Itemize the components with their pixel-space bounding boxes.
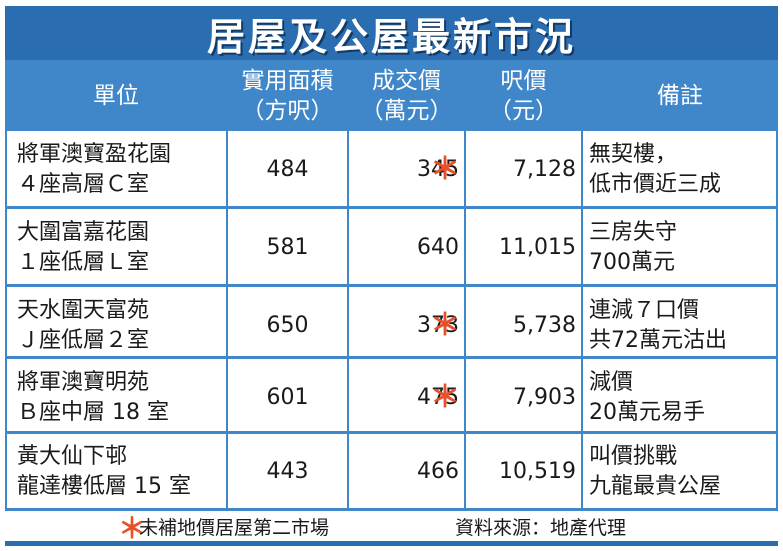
- source-credit: 資料來源：地產代理: [455, 517, 627, 539]
- note-cell: 減價 20萬元易手: [589, 369, 705, 425]
- column-divider: [226, 131, 228, 510]
- psf-cell: 7,903: [513, 384, 576, 410]
- price-cell: 466: [417, 458, 459, 484]
- unit-cell: 將軍澳寶盈花園 ４座高層Ｃ室: [17, 141, 172, 197]
- header-psf: 呎價 （元）: [489, 67, 558, 124]
- note-cell: 三房失守 700萬元: [589, 219, 678, 275]
- table-row: 黃大仙下邨 龍達樓低層 15 室 443 466 10,519 叫價挑戰 九龍最…: [5, 433, 778, 510]
- column-divider: [464, 131, 466, 510]
- border-right: [776, 131, 778, 510]
- price-cell: 345: [417, 156, 459, 182]
- bottom-rule: [5, 541, 778, 546]
- header-area: 實用面積 （方呎）: [241, 67, 334, 124]
- unit-cell: 黃大仙下邨 龍達樓低層 15 室: [17, 443, 191, 499]
- column-divider: [581, 131, 583, 510]
- asterisk-marker: ＊: [430, 379, 460, 415]
- psf-cell: 11,015: [499, 234, 576, 260]
- price-cell: 373: [417, 312, 459, 338]
- border-left: [5, 131, 7, 510]
- area-cell: 581: [266, 234, 309, 260]
- row-divider: [5, 206, 778, 209]
- table-header: 單位 實用面積 （方呎） 成交價 （萬元） 呎價 （元） 備註: [5, 60, 778, 131]
- unit-cell: 天水圍天富苑 Ｊ座低層２室: [17, 297, 150, 353]
- unit-cell: 將軍澳寶明苑 Ｂ座中層 18 室: [17, 369, 169, 425]
- asterisk-marker: ＊: [430, 307, 460, 343]
- footer: ＊ 未補地價居屋第二市場 資料來源：地產代理: [5, 512, 778, 545]
- column-divider: [347, 131, 349, 510]
- asterisk-marker: ＊: [430, 151, 460, 187]
- row-divider: [5, 284, 778, 287]
- header-note: 備註: [657, 82, 703, 109]
- table-title-bar: 居屋及公屋最新市況: [5, 6, 778, 60]
- area-cell: 484: [266, 156, 309, 182]
- row-divider: [5, 356, 778, 359]
- area-cell: 443: [266, 458, 309, 484]
- table-title: 居屋及公屋最新市況: [206, 14, 576, 59]
- area-cell: 650: [266, 312, 309, 338]
- row-divider: [5, 431, 778, 434]
- price-cell: 640: [417, 234, 459, 260]
- header-price: 成交價 （萬元）: [360, 67, 453, 124]
- header-unit: 單位: [93, 82, 139, 109]
- psf-cell: 5,738: [513, 312, 576, 338]
- note-cell: 連減７口價 共72萬元沽出: [589, 297, 727, 353]
- table-row: 將軍澳寶明苑 Ｂ座中層 18 室 601 475 ＊ 7,903 減價 20萬元…: [5, 359, 778, 436]
- note-cell: 無契樓， 低市價近三成: [589, 141, 722, 197]
- area-cell: 601: [266, 384, 309, 410]
- table-row: 天水圍天富苑 Ｊ座低層２室 650 373 ＊ 5,738 連減７口價 共72萬…: [5, 287, 778, 364]
- note-cell: 叫價挑戰 九龍最貴公屋: [589, 443, 722, 499]
- unit-cell: 大圍富嘉花園 １座低層Ｌ室: [17, 219, 150, 275]
- footnote: 未補地價居屋第二市場: [139, 517, 330, 539]
- table-bottom-border: [5, 508, 778, 511]
- price-cell: 475: [417, 384, 459, 410]
- psf-cell: 10,519: [499, 458, 576, 484]
- table-row: 大圍富嘉花園 １座低層Ｌ室 581 640 11,015 三房失守 700萬元: [5, 209, 778, 286]
- table-row: 將軍澳寶盈花園 ４座高層Ｃ室 484 345 ＊ 7,128 無契樓， 低市價近…: [5, 131, 778, 208]
- psf-cell: 7,128: [513, 156, 576, 182]
- asterisk-icon: ＊: [118, 512, 147, 545]
